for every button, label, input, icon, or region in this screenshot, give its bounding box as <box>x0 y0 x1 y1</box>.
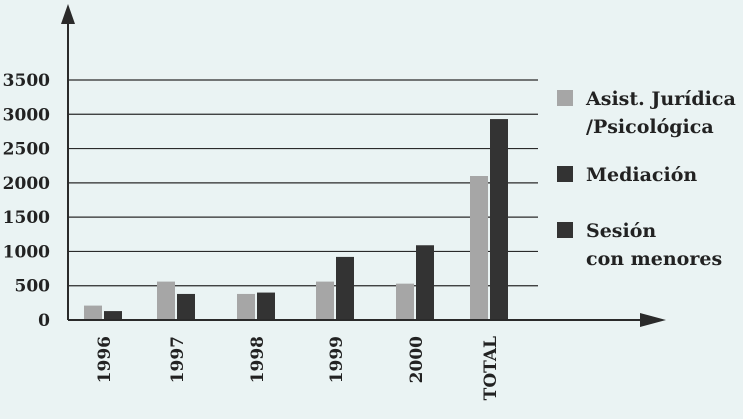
legend-label-2-1: con menores <box>586 248 722 270</box>
y-tick-label-2500: 2500 <box>3 140 50 160</box>
y-tick-label-2000: 2000 <box>3 174 50 194</box>
legend-label-2-0: Sesión <box>586 220 656 242</box>
gridlines <box>68 80 538 286</box>
bar-1996-series-0 <box>84 306 102 320</box>
bar-1997-series-1 <box>177 294 195 320</box>
x-tick-label-total: TOTAL <box>481 336 501 400</box>
bar-TOTAL-series-1 <box>490 119 508 320</box>
x-tick-label-1997: 1997 <box>168 336 188 383</box>
axes <box>61 4 666 327</box>
bars <box>84 119 508 320</box>
y-tick-label-3000: 3000 <box>3 105 50 125</box>
y-tick-label-1000: 1000 <box>3 242 50 262</box>
legend: Asist. Jurídica/Psicológica Mediación Sesi… <box>557 88 736 270</box>
x-tick-label-1998: 1998 <box>248 336 268 383</box>
y-axis-arrow <box>61 4 75 24</box>
legend-label-0-1: /Psicológica <box>586 116 714 138</box>
x-tick-label-1996: 1996 <box>95 336 115 383</box>
bar-1999-series-1 <box>336 257 354 320</box>
y-tick-label-0: 0 <box>38 311 50 331</box>
legend-swatch-1 <box>557 166 573 182</box>
bar-1996-series-1 <box>104 311 122 320</box>
bar-1997-series-0 <box>157 282 175 320</box>
x-tick-label-2000: 2000 <box>407 336 427 383</box>
bar-1998-series-0 <box>237 294 255 320</box>
bar-1998-series-1 <box>257 293 275 320</box>
x-tick-labels: 1996 1997 1998 1999 2000 TOTAL <box>95 336 501 400</box>
x-axis-arrow <box>640 313 666 327</box>
bar-1999-series-0 <box>316 282 334 320</box>
legend-swatch-0 <box>557 90 573 106</box>
legend-swatch-2 <box>557 222 573 238</box>
y-tick-label-500: 500 <box>15 277 51 297</box>
bar-TOTAL-series-0 <box>470 176 488 320</box>
legend-label-0-0: Asist. Jurídica <box>585 88 736 110</box>
y-tick-label-1500: 1500 <box>3 208 50 228</box>
y-tick-label-3500: 3500 <box>3 71 50 91</box>
x-tick-label-1999: 1999 <box>327 336 347 383</box>
bar-2000-series-0 <box>396 284 414 320</box>
y-tick-labels: 0 500 1000 1500 2000 2500 3000 3500 <box>3 71 50 331</box>
legend-label-1-0: Mediación <box>586 164 697 186</box>
bar-2000-series-1 <box>416 245 434 320</box>
